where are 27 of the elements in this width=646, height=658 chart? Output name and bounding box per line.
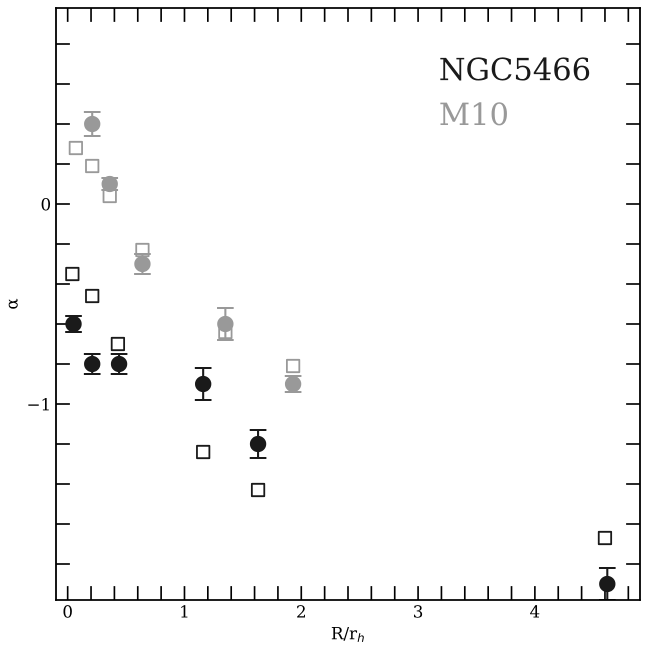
- point: [135, 242, 150, 258]
- point: [134, 256, 151, 272]
- point: [110, 336, 126, 352]
- text: M10: [440, 102, 507, 126]
- point: [599, 576, 616, 592]
- x-tick-label: 4: [530, 605, 540, 618]
- y-axis-title: α: [8, 298, 18, 309]
- point: [286, 358, 300, 374]
- point: [110, 356, 128, 372]
- point: [68, 140, 83, 156]
- x-tick-label: 3: [414, 605, 422, 618]
- point: [250, 436, 266, 452]
- point: [196, 444, 210, 460]
- point: [598, 530, 612, 546]
- point: [84, 116, 100, 132]
- point: [84, 356, 100, 372]
- point: [85, 288, 100, 304]
- point: [194, 376, 212, 392]
- x-tick-label: 1: [181, 605, 188, 618]
- x-tick-label: 2: [297, 605, 305, 618]
- text: NGC5466: [440, 57, 590, 81]
- point: [250, 482, 266, 498]
- y-tick-label: −1: [28, 398, 49, 410]
- point: [65, 266, 80, 282]
- x-axis-title: R/r$_{h}$: [332, 627, 364, 642]
- point: [85, 158, 100, 174]
- x-tick-label: 0: [63, 605, 72, 618]
